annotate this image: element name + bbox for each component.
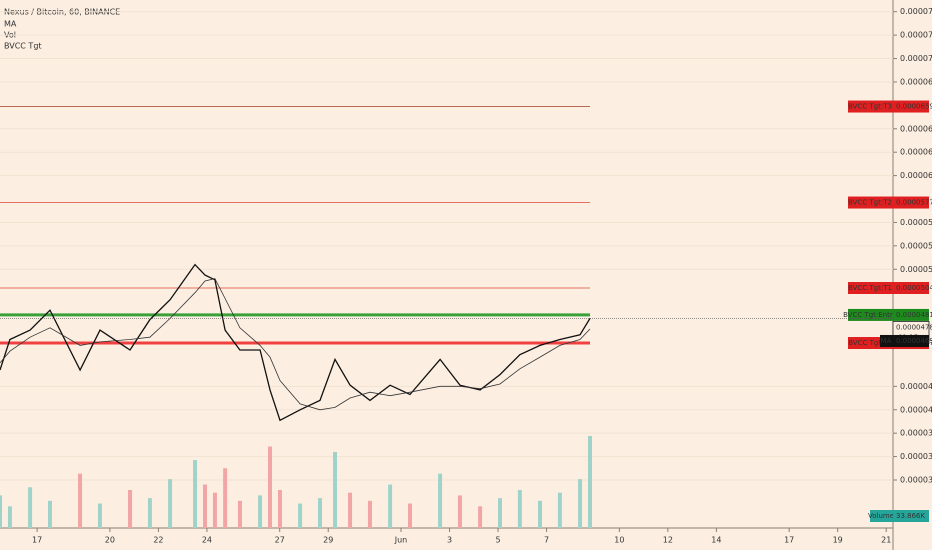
level-label-bg	[848, 196, 893, 209]
volume-bar	[298, 503, 303, 528]
level-name: BVCC Tgt:T3	[848, 103, 892, 111]
level-value: 0.0000504	[896, 284, 932, 292]
volume-bar	[78, 473, 83, 528]
x-tick-label: 17	[32, 536, 42, 545]
y-tick-label: 0.0000720	[900, 31, 932, 40]
x-tick-label: 21	[881, 536, 891, 545]
volume-bar	[128, 489, 133, 528]
y-tick-label: 0.0000740	[900, 7, 932, 16]
x-tick-label: 19	[833, 536, 843, 545]
level-label-bg	[848, 100, 893, 113]
level-name: BVCC Tgt:Entry	[843, 311, 897, 319]
x-tick-label: 27	[275, 536, 285, 545]
volume-bar	[7, 506, 12, 528]
level-value: 0.0000659	[896, 103, 932, 111]
y-tick-label: 0.0000560	[900, 218, 932, 227]
ma-value-bg	[893, 334, 929, 347]
y-tick-label: 0.0000640	[900, 124, 932, 133]
volume-label-bg	[870, 510, 893, 522]
level-name: BVCC Tgt:SL	[848, 339, 892, 347]
x-tick-label: 14	[711, 536, 721, 545]
x-tick-label: 24	[202, 536, 212, 545]
volume-value-bg	[893, 510, 929, 522]
x-tick-label: 5	[496, 536, 501, 545]
level-value: 0.0000481	[896, 311, 932, 319]
ma-label-bg	[880, 334, 893, 347]
volume-bar	[258, 495, 263, 528]
volume-bar	[348, 492, 353, 528]
volume-bar	[497, 498, 502, 528]
volume-bar	[28, 487, 33, 528]
x-tick-label: Jun	[394, 536, 408, 545]
volume-bar	[0, 495, 2, 528]
x-tick-label: 29	[323, 536, 333, 545]
y-tick-label: 0.0000340	[900, 476, 932, 485]
volume-bar	[587, 436, 592, 528]
volume-bar	[367, 500, 372, 528]
volume-value: 33.866K	[896, 512, 925, 520]
price-line	[0, 263, 591, 422]
volume-bar	[457, 495, 462, 528]
level-label-bg	[848, 282, 893, 294]
x-tick-label: 7	[544, 536, 549, 545]
volume-bar	[478, 506, 483, 528]
level-value: 0.0000577	[896, 199, 932, 207]
last-price: 0.0000478	[896, 323, 932, 331]
level-value-bg	[893, 282, 929, 294]
volume-bar	[223, 468, 228, 528]
volume-bar	[388, 484, 393, 528]
volume-bar	[202, 484, 207, 528]
legend-item: MA	[4, 20, 17, 29]
volume-bar	[438, 473, 443, 528]
volume-name: Volume	[868, 512, 894, 520]
x-tick-label: 20	[105, 536, 115, 545]
y-tick-label: 0.0000700	[900, 54, 932, 63]
volume-bar	[147, 498, 152, 528]
volume-bar	[193, 460, 198, 528]
x-tick-label: 17	[784, 536, 794, 545]
x-tick-label: 12	[663, 536, 673, 545]
y-tick-label: 0.0000680	[900, 77, 932, 86]
y-tick-label: 0.0000420	[900, 382, 932, 391]
volume-bar	[212, 492, 217, 528]
x-tick-label: 10	[614, 536, 624, 545]
y-tick-label: 0.0000400	[900, 405, 932, 414]
volume-bar	[578, 479, 583, 528]
level-name: BVCC Tgt:T2	[848, 199, 892, 207]
y-tick-label: 0.0000360	[900, 452, 932, 461]
ma-label: MA	[881, 337, 892, 345]
volume-bar	[517, 489, 522, 528]
y-tick-label: 0.0000540	[900, 241, 932, 250]
volume-bar	[317, 498, 322, 528]
y-tick-label: 0.0000380	[900, 429, 932, 438]
level-value-bg	[893, 196, 929, 209]
x-tick-label: 3	[447, 536, 452, 545]
volume-bar	[538, 500, 543, 528]
volume-bar	[168, 479, 173, 528]
level-name: BVCC Tgt:T1	[848, 284, 892, 292]
level-value-bg	[893, 308, 929, 321]
volume-bar	[237, 500, 242, 528]
x-tick-label: 22	[153, 536, 163, 545]
level-value-bg	[893, 100, 929, 113]
volume-bar	[277, 489, 282, 528]
ma-value: 0.0000469	[896, 337, 932, 345]
volume-bar	[47, 500, 52, 528]
volume-bar	[557, 492, 562, 528]
y-tick-label: 0.0000600	[900, 171, 932, 180]
legend-item: BVCC Tgt	[4, 42, 42, 51]
volume-bar	[333, 451, 338, 528]
y-tick-label: 0.0000620	[900, 148, 932, 157]
y-tick-label: 0.0000520	[900, 265, 932, 274]
price-line	[0, 278, 591, 411]
volume-bar	[407, 503, 412, 528]
volume-bar	[97, 503, 102, 528]
level-label-bg	[848, 308, 893, 321]
volume-bar	[268, 446, 273, 528]
